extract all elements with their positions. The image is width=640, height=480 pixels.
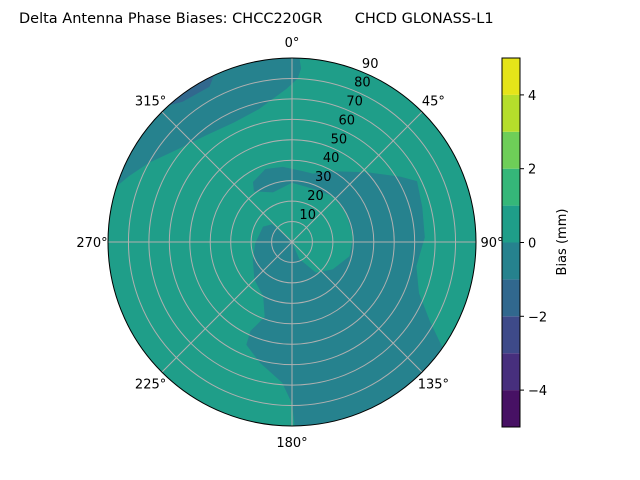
radial-tick-label: 50 [331,132,348,147]
colorbar-segment [502,168,520,206]
polar-frame [107,57,477,427]
angular-tick-label: 270° [76,236,107,251]
angular-tick-label: 180° [276,436,307,451]
angular-gridline [291,241,423,373]
radial-tick-label: 60 [339,113,356,128]
colorbar-segment [502,58,520,95]
radial-tick-label: 40 [323,151,340,166]
angular-gridline [291,111,423,243]
contour-region [108,58,302,193]
colorbar-label: Bias (mm) [555,209,570,276]
angular-tick-label: 90° [480,236,503,251]
radial-tick-label: 10 [299,208,316,223]
colorbar-segment [502,353,520,391]
colorbar-segment [502,316,520,354]
colorbar-tick-label: −2 [528,310,547,325]
colorbar-tick-label: 0 [528,237,536,252]
angular-tick-label: 135° [418,377,449,392]
angular-gridline [161,111,293,243]
colorbar-segment [502,131,520,169]
polar-plot: 0° 45° 90° 135° 180° 225° 270° 315° 10 20 30 40 50 6… [76,36,503,451]
colorbar-tick-label: 4 [528,89,536,104]
radial-tick-label: 30 [315,170,332,185]
angular-tick-label: 315° [135,95,166,110]
colorbar-segment [502,94,520,132]
colorbar-segment [502,242,520,280]
contour-region [246,166,446,426]
colorbar-tick-label: −4 [528,384,547,399]
radial-tick-label: 80 [354,76,371,91]
angular-gridline [161,241,293,373]
radial-tick-label: 70 [346,95,363,110]
grid [108,58,476,426]
colorbar-segment [502,205,520,243]
angular-tick-label: 225° [135,377,166,392]
chart-title: Delta Antenna Phase Biases: CHCC220GR CH… [19,11,494,27]
angular-tick-label: 0° [285,36,300,51]
angular-tick-label: 45° [422,95,445,110]
colorbar-segment [502,390,520,427]
radial-tick-labels: 10 20 30 40 50 60 70 80 90 [299,57,378,223]
angular-tick-labels: 0° 45° 90° 135° 180° 225° 270° 315° [76,36,503,451]
colorbar: −4 −2 0 2 4 [501,57,547,428]
colorbar-tick-label: 2 [528,163,536,178]
colorbar-segment [502,279,520,317]
radial-tick-label: 20 [307,189,324,204]
radial-tick-label: 90 [362,57,379,72]
